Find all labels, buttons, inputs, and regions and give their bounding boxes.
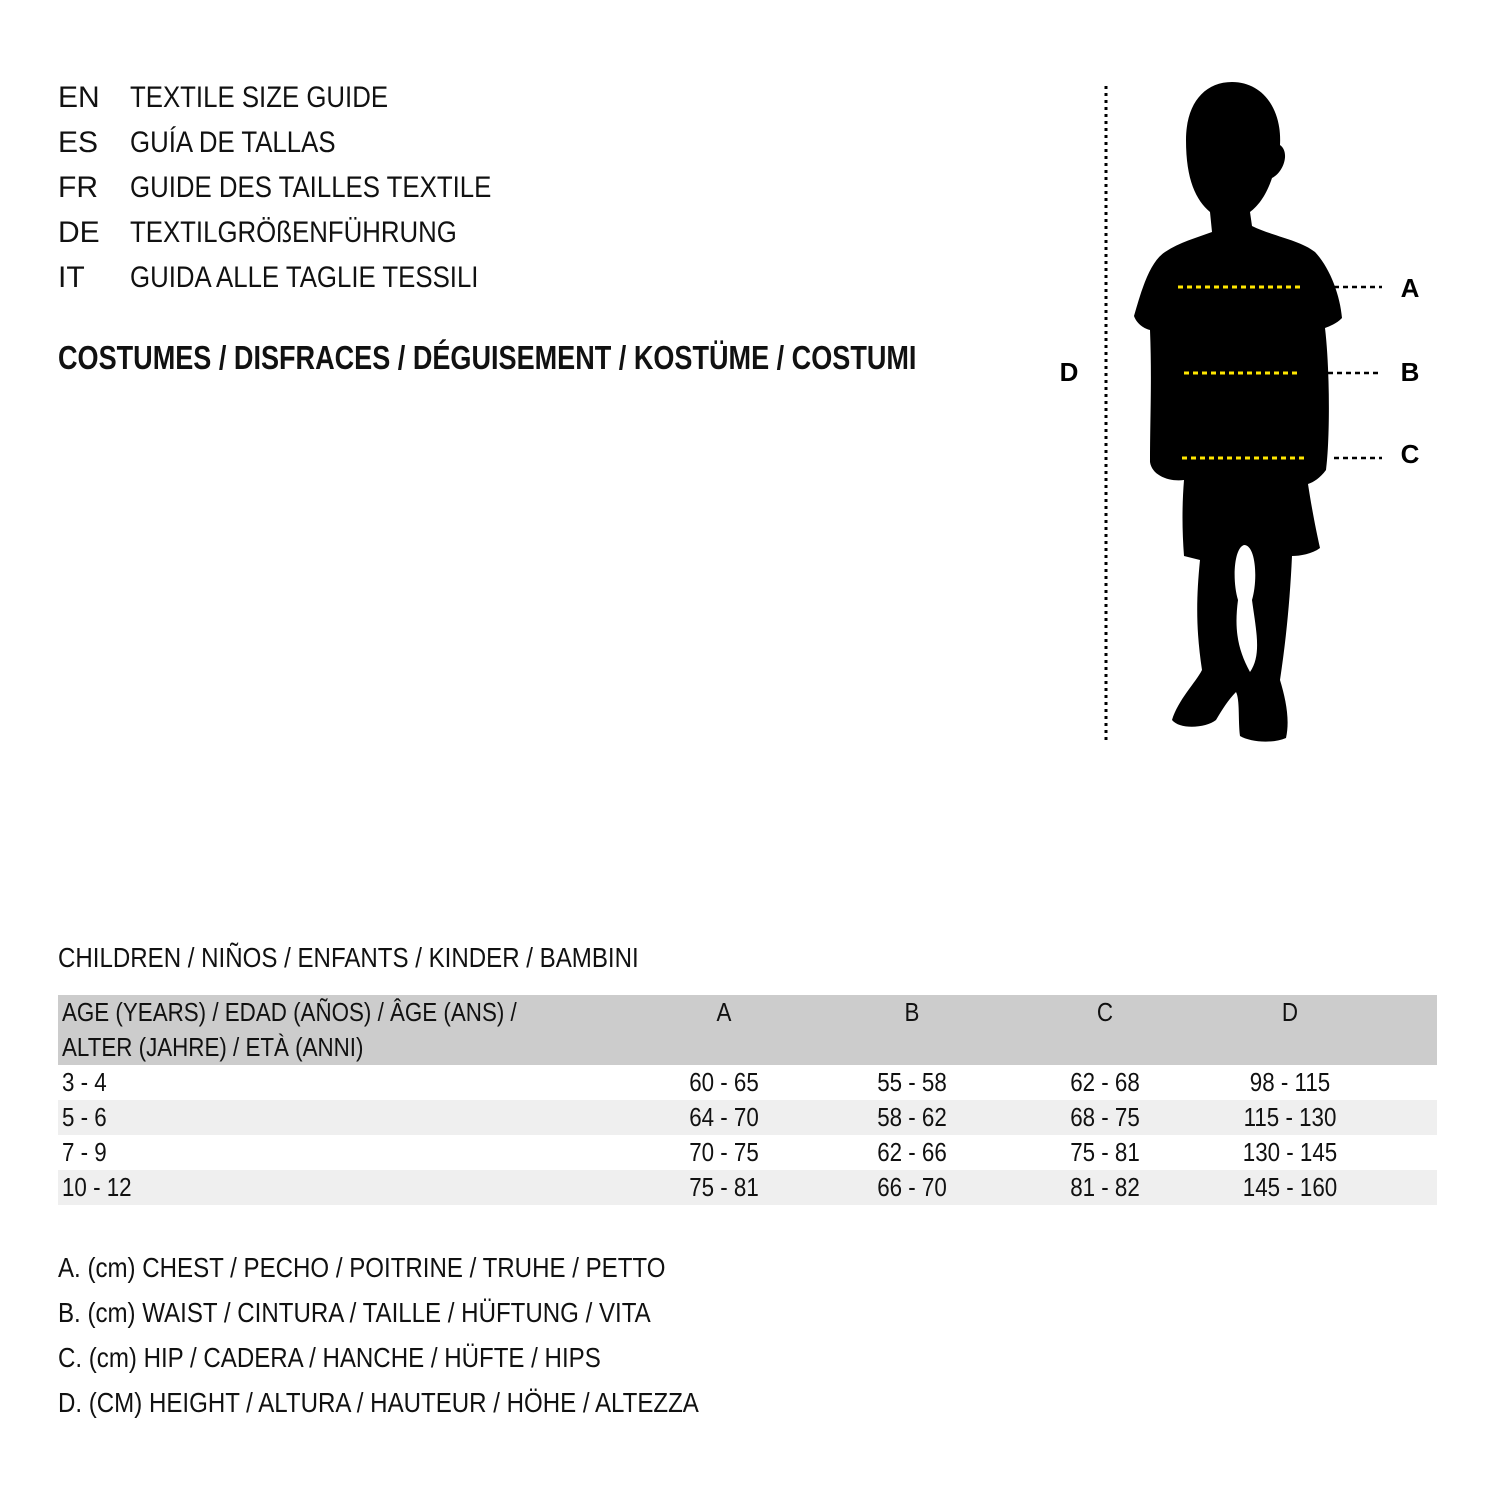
- value-a: 70 - 75: [689, 1137, 759, 1167]
- silhouette-svg: A B C D: [1060, 82, 1420, 742]
- table-row: 10 - 12 75 - 81 66 - 70 81 - 82 145 - 16…: [58, 1170, 1437, 1205]
- table-row: 5 - 6 64 - 70 58 - 62 68 - 75 115 - 130: [58, 1100, 1437, 1135]
- value-c: 62 - 68: [1070, 1067, 1140, 1097]
- legend-chest: A. (cm) CHEST / PECHO / POITRINE / TRUHE…: [58, 1252, 666, 1283]
- age-cell: 3 - 4: [62, 1067, 107, 1097]
- age-cell: 10 - 12: [62, 1172, 132, 1202]
- value-d: 115 - 130: [1243, 1102, 1337, 1132]
- lang-title: GUÍA DE TALLAS: [130, 126, 336, 159]
- lang-code: ES: [58, 126, 99, 159]
- size-table: AGE (YEARS) / EDAD (AÑOS) / ÂGE (ANS) / …: [58, 995, 1437, 1205]
- lang-code: DE: [58, 216, 100, 249]
- age-header: AGE (YEARS) / EDAD (AÑOS) / ÂGE (ANS) / …: [62, 997, 517, 1062]
- table-header: AGE (YEARS) / EDAD (AÑOS) / ÂGE (ANS) / …: [58, 995, 1437, 1065]
- legend-hip: C. (cm) HIP / CADERA / HANCHE / HÜFTE / …: [58, 1342, 601, 1373]
- lang-title: TEXTILGRÖßENFÜHRUNG: [130, 216, 457, 249]
- leader-lines: [1328, 285, 1382, 460]
- table-title: CHILDREN / NIÑOS / ENFANTS / KINDER / BA…: [58, 942, 639, 973]
- label-c: C: [1401, 439, 1420, 469]
- value-a: 60 - 65: [689, 1067, 759, 1097]
- age-cell: 5 - 6: [62, 1102, 107, 1132]
- value-a: 64 - 70: [689, 1102, 759, 1132]
- header-d: D: [1281, 997, 1299, 1027]
- value-d: 130 - 145: [1242, 1137, 1338, 1167]
- value-b: 58 - 62: [877, 1102, 947, 1132]
- value-b: 55 - 58: [877, 1067, 947, 1097]
- label-b: B: [1401, 357, 1420, 387]
- label-d: D: [1060, 357, 1079, 387]
- lang-title: TEXTILE SIZE GUIDE: [130, 81, 389, 114]
- lang-code: IT: [58, 261, 85, 294]
- lang-title: GUIDE DES TAILLES TEXTILE: [130, 171, 492, 204]
- silhouette-icon: [1134, 82, 1342, 742]
- header-c: C: [1096, 997, 1114, 1027]
- value-b: 66 - 70: [877, 1172, 947, 1202]
- value-a: 75 - 81: [689, 1172, 759, 1202]
- table-row: 3 - 4 60 - 65 55 - 58 62 - 68 98 - 115: [58, 1065, 1437, 1100]
- value-b: 62 - 66: [877, 1137, 947, 1167]
- table-row: 7 - 9 70 - 75 62 - 66 75 - 81 130 - 145: [58, 1135, 1437, 1170]
- label-a: A: [1401, 273, 1420, 303]
- lang-code: EN: [58, 81, 100, 114]
- category-text: COSTUMES / DISFRACES / DÉGUISEMENT / KOS…: [58, 339, 917, 376]
- age-cell: 7 - 9: [62, 1137, 107, 1167]
- value-d: 145 - 160: [1242, 1172, 1338, 1202]
- child-silhouette-figure: A B C D: [1040, 70, 1460, 765]
- category-heading: COSTUMES / DISFRACES / DÉGUISEMENT / KOS…: [58, 338, 1105, 378]
- value-d: 98 - 115: [1249, 1067, 1331, 1097]
- value-c: 68 - 75: [1070, 1102, 1140, 1132]
- lang-code: FR: [58, 171, 98, 204]
- header-b: B: [904, 997, 920, 1027]
- header-a: A: [716, 997, 732, 1027]
- legend-height: D. (CM) HEIGHT / ALTURA / HAUTEUR / HÖHE…: [58, 1387, 699, 1418]
- lang-title: GUIDA ALLE TAGLIE TESSILI: [130, 261, 479, 294]
- legend-waist: B. (cm) WAIST / CINTURA / TAILLE / HÜFTU…: [58, 1297, 651, 1328]
- value-c: 75 - 81: [1070, 1137, 1140, 1167]
- leg-gap: [1234, 545, 1258, 672]
- value-c: 81 - 82: [1070, 1172, 1140, 1202]
- yellow-measure-lines: [1178, 285, 1305, 460]
